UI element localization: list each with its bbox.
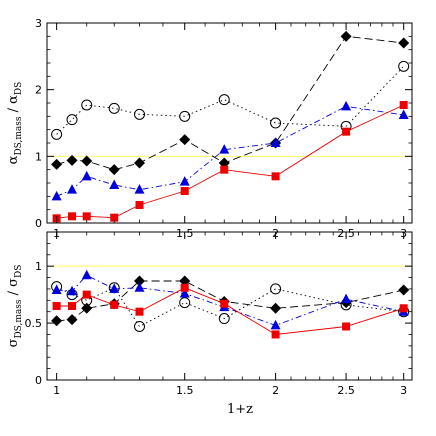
data-point bbox=[66, 114, 78, 126]
data-point bbox=[134, 320, 146, 332]
y-tick-label: 3 bbox=[35, 17, 42, 30]
data-point bbox=[340, 30, 352, 42]
data-point bbox=[398, 37, 410, 49]
data-point bbox=[270, 319, 281, 330]
data-point bbox=[51, 158, 63, 170]
data-point bbox=[219, 144, 230, 154]
data-point bbox=[398, 284, 410, 296]
x-tick-label: 1.5 bbox=[176, 384, 194, 397]
series-filled-diamond bbox=[51, 30, 410, 176]
data-point bbox=[108, 102, 120, 114]
data-point bbox=[220, 299, 229, 308]
data-point bbox=[67, 285, 78, 296]
data-point bbox=[82, 290, 91, 299]
data-point bbox=[398, 109, 409, 119]
y-axis-label: σDS,mass / σDS bbox=[6, 265, 24, 348]
data-point bbox=[341, 293, 352, 304]
data-point bbox=[342, 127, 351, 136]
data-point bbox=[270, 302, 282, 314]
series-filled-square bbox=[52, 283, 408, 339]
data-point bbox=[270, 117, 282, 129]
data-point bbox=[68, 302, 77, 310]
data-point bbox=[271, 330, 280, 339]
bottom-panel: 1 1.5 2 2.5 3 0 0.5 1 σDS,mass / σDS bbox=[6, 231, 413, 397]
data-point bbox=[179, 176, 190, 186]
series-line bbox=[56, 286, 404, 328]
data-point bbox=[108, 164, 120, 176]
data-point bbox=[180, 283, 189, 292]
data-point bbox=[81, 170, 92, 181]
data-point bbox=[180, 187, 189, 195]
top-panel: 11.522.530123αDS,mass / αDS bbox=[6, 17, 413, 240]
data-point bbox=[109, 283, 120, 293]
data-point bbox=[81, 302, 93, 314]
y-tick-label: 0.5 bbox=[25, 317, 43, 330]
x-axis-label: 1+z bbox=[227, 402, 253, 417]
x-tick-label: 1 bbox=[53, 384, 60, 397]
data-point bbox=[51, 284, 62, 295]
x-tick-label: 2 bbox=[272, 384, 279, 397]
data-point bbox=[270, 283, 282, 295]
data-point bbox=[134, 157, 146, 169]
series-line bbox=[56, 274, 404, 326]
series-line bbox=[56, 105, 404, 197]
data-point bbox=[134, 275, 146, 287]
data-point bbox=[66, 154, 78, 166]
data-point bbox=[342, 322, 351, 331]
y-tick-label: 2 bbox=[35, 84, 42, 97]
series-line bbox=[56, 65, 405, 135]
data-point bbox=[179, 275, 191, 287]
y-tick-label: 1 bbox=[35, 260, 42, 273]
data-point bbox=[341, 100, 352, 111]
data-point bbox=[82, 212, 91, 221]
data-point bbox=[179, 287, 190, 298]
series-line bbox=[56, 287, 404, 335]
data-point bbox=[399, 304, 408, 313]
plot-frame bbox=[46, 231, 413, 381]
y-tick-label: 0 bbox=[35, 374, 42, 387]
y-axis-label: αDS,mass / αDS bbox=[6, 82, 24, 165]
data-point bbox=[135, 307, 144, 316]
plot-frame bbox=[46, 22, 413, 224]
x-tick-label: 3 bbox=[400, 384, 407, 397]
data-point bbox=[134, 282, 145, 292]
data-point bbox=[51, 315, 63, 327]
data-point bbox=[134, 108, 146, 120]
data-point bbox=[220, 165, 229, 174]
data-point bbox=[135, 201, 144, 209]
data-point bbox=[110, 300, 119, 309]
data-point bbox=[218, 94, 230, 106]
data-point bbox=[51, 128, 63, 140]
data-point bbox=[179, 134, 191, 146]
data-point bbox=[81, 269, 92, 280]
data-point bbox=[398, 60, 410, 72]
data-point bbox=[81, 99, 93, 111]
data-point bbox=[179, 110, 191, 122]
data-point bbox=[399, 101, 408, 109]
data-point bbox=[66, 314, 78, 326]
data-point bbox=[81, 155, 93, 167]
y-tick-label: 0 bbox=[35, 217, 42, 230]
series-filled-triangle bbox=[51, 269, 409, 330]
data-point bbox=[51, 190, 62, 201]
series-line bbox=[56, 280, 404, 322]
y-tick-label: 1 bbox=[35, 150, 42, 163]
series-filled-triangle bbox=[51, 100, 409, 201]
x-tick-label: 2.5 bbox=[337, 384, 355, 397]
series-line bbox=[56, 35, 404, 171]
series-filled-square bbox=[52, 101, 408, 223]
data-point bbox=[179, 297, 191, 309]
data-point bbox=[218, 313, 230, 325]
data-point bbox=[110, 213, 119, 222]
data-point bbox=[52, 302, 61, 310]
data-point bbox=[134, 184, 145, 194]
data-point bbox=[271, 172, 280, 181]
data-point bbox=[67, 184, 78, 194]
data-point bbox=[68, 212, 77, 221]
data-point bbox=[270, 137, 281, 147]
data-point bbox=[109, 179, 120, 189]
series-line bbox=[56, 104, 404, 219]
